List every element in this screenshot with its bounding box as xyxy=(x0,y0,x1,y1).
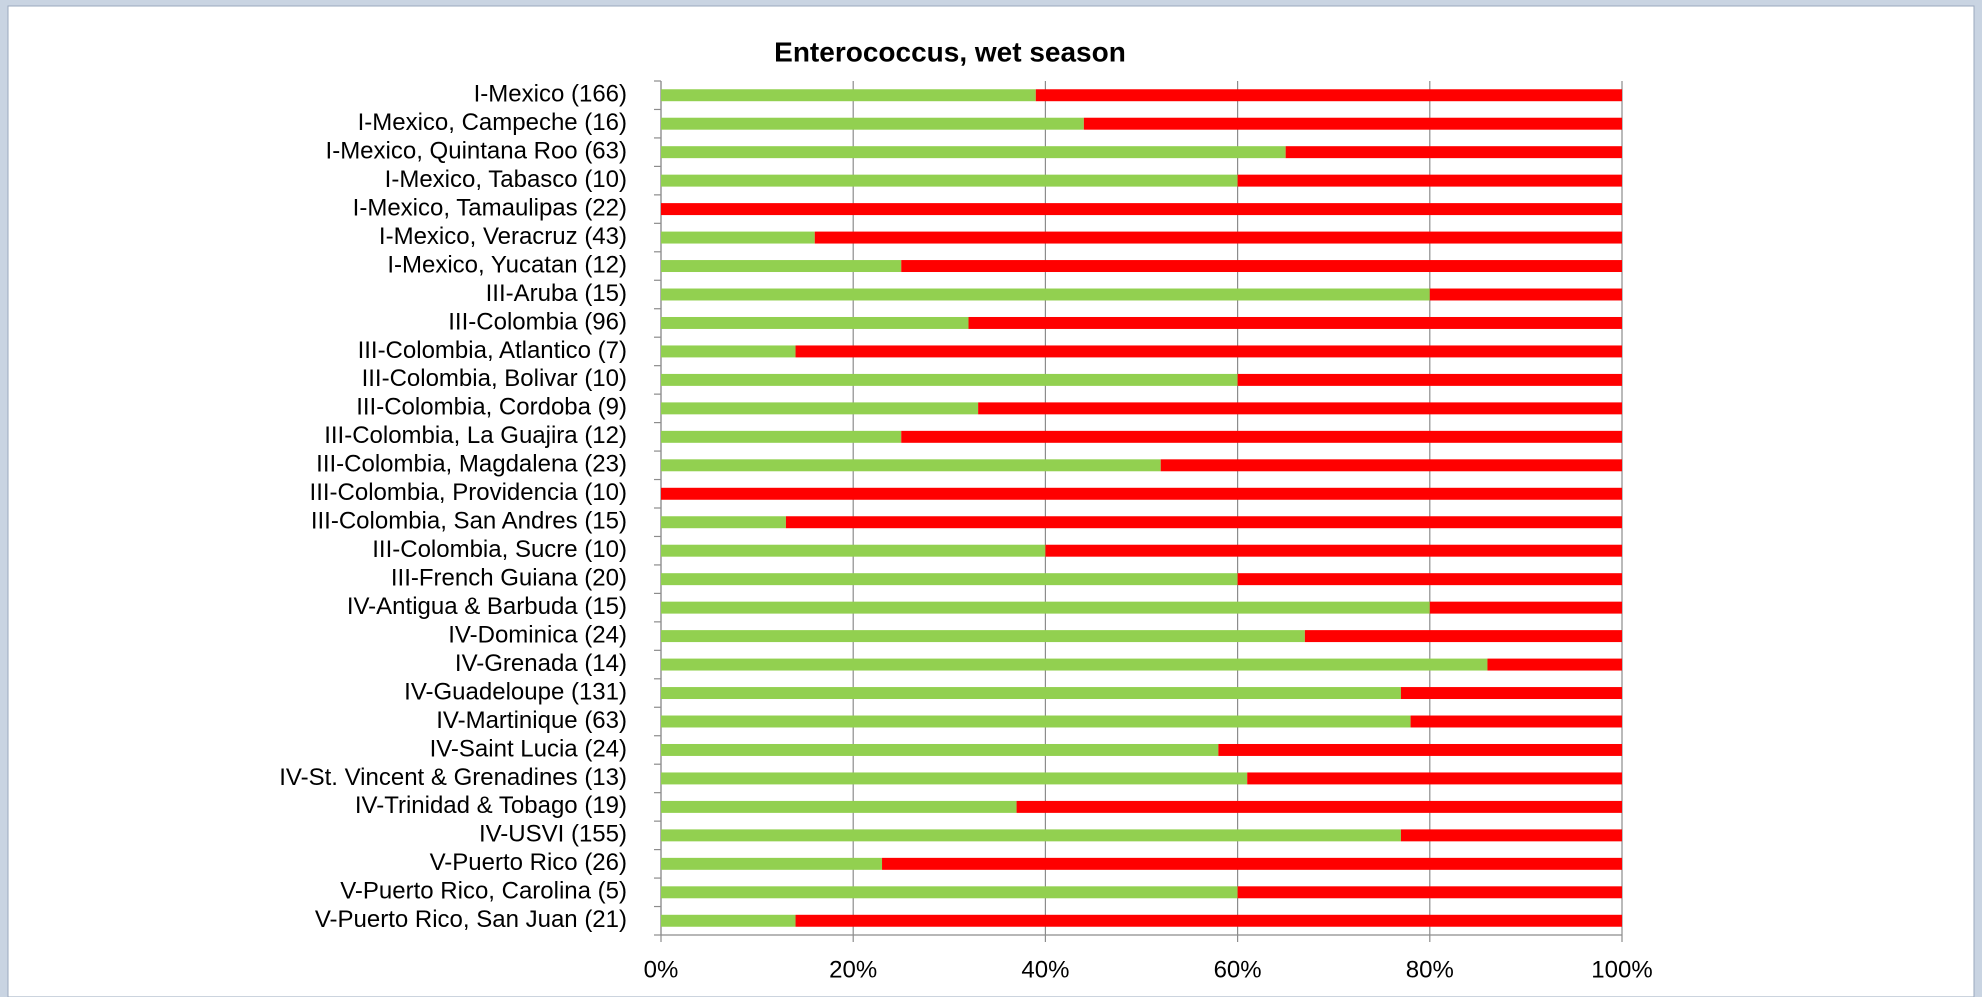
chart-title: Enterococcus, wet season xyxy=(774,36,1126,67)
bar-segment xyxy=(1237,886,1622,899)
bar-segment xyxy=(1429,601,1622,614)
y-tick-label: IV-Martinique (63) xyxy=(436,707,627,734)
y-tick-label: I-Mexico, Tamaulipas (22) xyxy=(353,194,627,221)
bar-segment xyxy=(661,715,1411,728)
y-tick-label: IV-Grenada (14) xyxy=(455,650,627,677)
bar-segment xyxy=(661,345,796,358)
y-tick-label: III-Colombia, Bolivar (10) xyxy=(362,365,627,392)
bar-segment xyxy=(661,487,1622,500)
bar-segment xyxy=(1285,146,1622,159)
bar-segment xyxy=(882,857,1622,870)
bar-segment xyxy=(795,914,1622,927)
bar-segment xyxy=(661,459,1161,472)
y-tick-label: III-Colombia (96) xyxy=(448,308,627,335)
bar-segment xyxy=(1045,544,1622,557)
bar-segment xyxy=(978,402,1622,415)
y-tick-label: I-Mexico, Quintana Roo (63) xyxy=(326,138,627,165)
bar-segment xyxy=(1083,117,1622,130)
bar-segment xyxy=(1410,715,1622,728)
bar-segment xyxy=(901,260,1622,273)
bar-segment xyxy=(661,402,979,415)
bar-segment xyxy=(1400,829,1622,842)
bar-segment xyxy=(1237,373,1622,386)
y-tick-label: IV-Trinidad & Tobago (19) xyxy=(355,792,627,819)
y-tick-label: I-Mexico (166) xyxy=(474,81,627,108)
bar-segment xyxy=(661,260,902,273)
y-tick-label: I-Mexico, Veracruz (43) xyxy=(379,223,627,250)
bar-segment xyxy=(661,914,796,927)
x-tick-label: 20% xyxy=(829,956,877,983)
y-tick-label: I-Mexico, Campeche (16) xyxy=(358,109,627,136)
y-tick-label: IV-Saint Lucia (24) xyxy=(430,735,627,762)
y-tick-label: III-Colombia, Cordoba (9) xyxy=(356,394,627,421)
y-tick-label: III-Colombia, Sucre (10) xyxy=(372,536,627,563)
bar-segment xyxy=(661,601,1430,614)
bar-segment xyxy=(1218,743,1622,756)
bar-segment xyxy=(785,516,1622,529)
bar-segment xyxy=(661,544,1046,557)
bar-segment xyxy=(661,630,1305,643)
bar-segment xyxy=(1016,800,1622,813)
bar-segment xyxy=(661,430,902,443)
bar-segment xyxy=(661,203,1622,216)
y-tick-label: III-Colombia, Atlantico (7) xyxy=(358,337,627,364)
y-tick-label: IV-Antigua & Barbuda (15) xyxy=(347,593,627,620)
bar-segment xyxy=(814,231,1622,244)
y-tick-label: III-Aruba (15) xyxy=(486,280,627,307)
bar-segment xyxy=(661,146,1286,159)
bar-segment xyxy=(661,857,883,870)
bar-segment xyxy=(661,800,1017,813)
bar-segment xyxy=(661,89,1036,102)
bar-segment xyxy=(1247,772,1622,785)
bar-segment xyxy=(661,516,786,529)
x-tick-label: 0% xyxy=(644,956,679,983)
y-tick-label: I-Mexico, Yucatan (12) xyxy=(387,251,627,278)
y-tick-label: V-Puerto Rico (26) xyxy=(430,849,627,876)
x-tick-label: 60% xyxy=(1214,956,1262,983)
bar-segment xyxy=(1237,174,1622,187)
x-tick-label: 80% xyxy=(1406,956,1454,983)
bar-segment xyxy=(661,117,1084,130)
bar-segment xyxy=(661,743,1219,756)
y-tick-label: IV-St. Vincent & Grenadines (13) xyxy=(279,764,627,791)
bar-segment xyxy=(1237,573,1622,586)
bar-segment xyxy=(661,829,1401,842)
bar-segment xyxy=(901,430,1622,443)
y-tick-label: III-French Guiana (20) xyxy=(391,565,627,592)
bar-segment xyxy=(661,772,1248,785)
y-tick-label: III-Colombia, Magdalena (23) xyxy=(316,451,627,478)
y-tick-label: V-Puerto Rico, San Juan (21) xyxy=(315,906,627,933)
y-tick-label: IV-Guadeloupe (131) xyxy=(404,678,627,705)
bar-segment xyxy=(661,316,969,329)
x-tick-label: 100% xyxy=(1591,956,1652,983)
y-tick-label: IV-USVI (155) xyxy=(479,821,627,848)
bar-segment xyxy=(661,231,815,244)
bar-segment xyxy=(661,687,1401,700)
bar-segment xyxy=(1160,459,1622,472)
bar-segment xyxy=(1304,630,1622,643)
bar-segment xyxy=(661,886,1238,899)
y-tick-label: III-Colombia, La Guajira (12) xyxy=(324,422,627,449)
bar-segment xyxy=(1035,89,1622,102)
bar-segment xyxy=(661,573,1238,586)
y-tick-label: V-Puerto Rico, Carolina (5) xyxy=(340,878,627,905)
x-tick-label: 40% xyxy=(1021,956,1069,983)
y-tick-label: IV-Dominica (24) xyxy=(448,621,627,648)
bar-segment xyxy=(1400,687,1622,700)
bar-segment xyxy=(795,345,1622,358)
bar-segment xyxy=(661,174,1238,187)
bar-segment xyxy=(661,373,1238,386)
y-tick-label: I-Mexico, Tabasco (10) xyxy=(385,166,627,193)
bar-segment xyxy=(661,288,1430,301)
y-tick-label: III-Colombia, Providencia (10) xyxy=(310,479,627,506)
bar-segment xyxy=(968,316,1622,329)
y-tick-label: III-Colombia, San Andres (15) xyxy=(311,508,627,535)
bar-segment xyxy=(661,658,1488,671)
bar-segment xyxy=(1487,658,1622,671)
bar-segment xyxy=(1429,288,1622,301)
